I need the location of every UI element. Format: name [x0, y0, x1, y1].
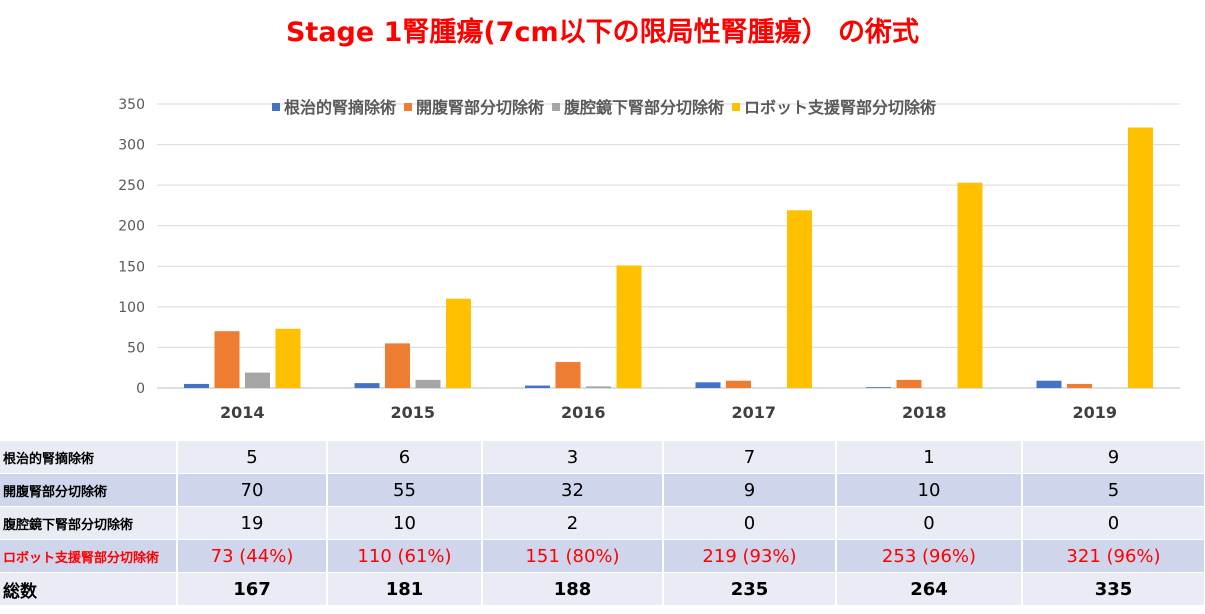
- table-cell: 32: [482, 473, 664, 507]
- bar: [245, 372, 270, 388]
- bar: [726, 380, 751, 388]
- y-tick-label: 350: [118, 97, 145, 113]
- table-cell: 19: [177, 506, 328, 540]
- table-cell: 253 (96%): [836, 539, 1023, 573]
- table-cell: 235: [663, 572, 837, 606]
- bar: [354, 383, 380, 388]
- x-tick-label: 2018: [902, 403, 947, 422]
- legend: 根治的腎摘除術 開腹腎部分切除術 腹腔鏡下腎部分切除術 ロボット支援腎部分切除術: [272, 98, 936, 117]
- bar: [1067, 383, 1092, 388]
- table-cell: 9: [1022, 441, 1205, 474]
- data-table: 根治的腎摘除術 5 6 3 7 1 9 開腹腎部分切除術 70 55 32 9 …: [0, 441, 1205, 606]
- y-axis-ticks: 0 50 100 150 200 250 300 350: [118, 97, 145, 397]
- table-cell: 2: [482, 506, 664, 540]
- legend-label: 腹腔鏡下腎部分切除術: [564, 98, 724, 117]
- table-cell: 264: [836, 572, 1023, 606]
- chart-title: Stage 1腎腫瘍(7cm以下の限局性腎腫瘍） の術式: [285, 17, 920, 48]
- bar: [555, 362, 581, 388]
- table-cell: 167: [177, 572, 328, 606]
- table-row: 総数 167 181 188 235 264 335: [0, 572, 1205, 606]
- legend-label: 根治的腎摘除術: [284, 98, 396, 117]
- x-tick-label: 2015: [390, 403, 435, 422]
- table-cell: 1: [836, 441, 1023, 474]
- table-cell: 5: [1022, 473, 1205, 507]
- table-cell: 9: [663, 473, 837, 507]
- x-tick-label: 2017: [731, 403, 776, 422]
- row-label: 根治的腎摘除術: [0, 441, 178, 474]
- table-cell: 0: [1022, 506, 1205, 540]
- table-row: 腹腔鏡下腎部分切除術 19 10 2 0 0 0: [0, 506, 1205, 540]
- table-cell: 181: [327, 572, 483, 606]
- bar: [1128, 127, 1153, 388]
- table-row: ロボット支援腎部分切除術 73 (44%) 110 (61%) 151 (80%…: [0, 539, 1205, 573]
- row-label: 腹腔鏡下腎部分切除術: [0, 506, 178, 540]
- y-tick-label: 250: [118, 178, 145, 194]
- bar: [957, 182, 983, 388]
- table-cell: 0: [836, 506, 1023, 540]
- table-cell: 219 (93%): [663, 539, 837, 573]
- table-cell: 70: [177, 473, 328, 507]
- row-label: 総数: [0, 572, 178, 606]
- legend-swatch: [272, 103, 280, 111]
- legend-swatch: [732, 103, 741, 111]
- table-cell: 188: [482, 572, 664, 606]
- x-tick-label: 2014: [220, 403, 265, 422]
- bar: [787, 210, 812, 388]
- y-tick-label: 200: [118, 219, 145, 235]
- table-cell: 151 (80%): [482, 539, 664, 573]
- bar: [866, 387, 891, 388]
- y-tick-label: 300: [118, 138, 145, 154]
- gridlines: [157, 103, 1180, 389]
- bar: [214, 331, 240, 388]
- table-cell: 10: [836, 473, 1023, 507]
- bar: [616, 265, 642, 388]
- bar: [695, 382, 721, 388]
- table-cell: 7: [663, 441, 837, 474]
- y-tick-label: 0: [136, 381, 145, 397]
- table-cell: 55: [327, 473, 483, 507]
- bar: [446, 298, 471, 388]
- bar: [896, 379, 922, 388]
- table-cell: 5: [177, 441, 328, 474]
- bar: [184, 383, 209, 388]
- table-cell: 3: [482, 441, 664, 474]
- row-label: 開腹腎部分切除術: [0, 473, 178, 507]
- table-row: 開腹腎部分切除術 70 55 32 9 10 5: [0, 473, 1205, 507]
- y-tick-label: 50: [127, 340, 145, 356]
- legend-label: 開腹腎部分切除術: [416, 98, 544, 117]
- legend-swatch: [552, 103, 561, 111]
- bar: [415, 379, 441, 388]
- legend-label: ロボット支援腎部分切除術: [744, 98, 936, 117]
- table-cell: 73 (44%): [177, 539, 328, 573]
- table-cell: 321 (96%): [1022, 539, 1205, 573]
- x-tick-label: 2016: [561, 403, 606, 422]
- bar: [385, 343, 410, 388]
- table-cell: 10: [327, 506, 483, 540]
- table-cell: 110 (61%): [327, 539, 483, 573]
- row-label: ロボット支援腎部分切除術: [0, 539, 178, 573]
- y-tick-label: 100: [118, 300, 145, 316]
- bar: [586, 386, 611, 388]
- bars: [184, 127, 1153, 388]
- bar: [275, 328, 301, 388]
- bar: [1036, 380, 1062, 388]
- table-cell: 0: [663, 506, 837, 540]
- legend-swatch: [404, 103, 413, 111]
- table-cell: 6: [327, 441, 483, 474]
- x-tick-label: 2019: [1072, 403, 1117, 422]
- x-axis-labels: 2014 2015 2016 2017 2018 2019: [220, 403, 1117, 422]
- y-tick-label: 150: [118, 259, 145, 275]
- table-cell: 335: [1022, 572, 1205, 606]
- bar: [525, 385, 550, 388]
- table-row: 根治的腎摘除術 5 6 3 7 1 9: [0, 441, 1205, 474]
